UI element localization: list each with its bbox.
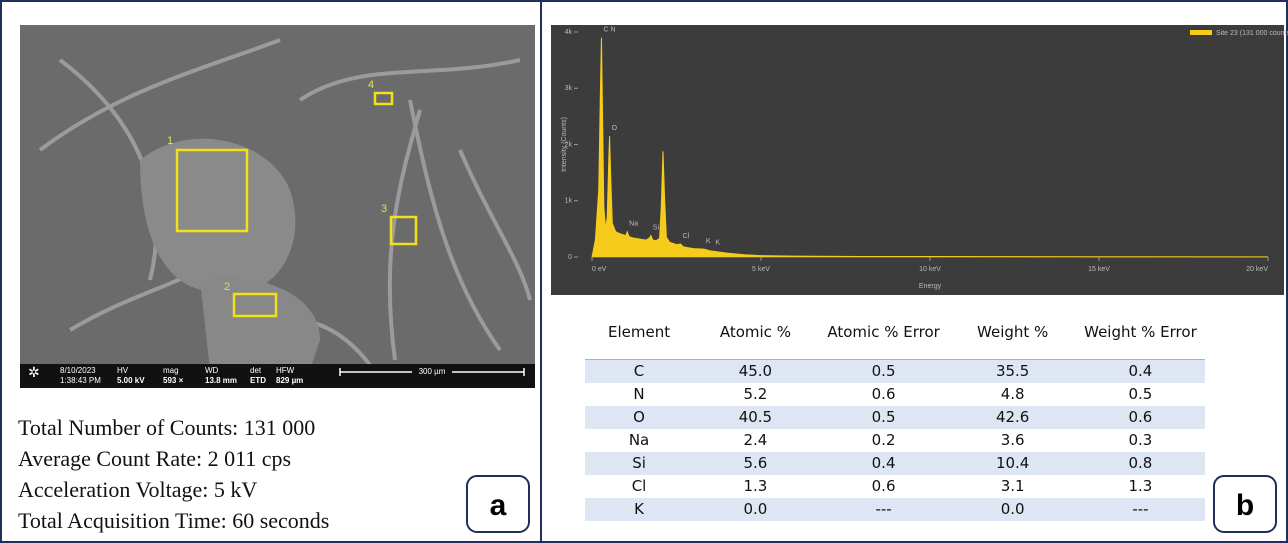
info: WD xyxy=(205,366,219,375)
table-cell: 0.6 xyxy=(818,383,950,406)
info: HV xyxy=(117,366,129,375)
scale-bar-label: 300 µm xyxy=(419,367,446,376)
peak-label: Cl xyxy=(683,233,690,240)
header-cell: Atomic % xyxy=(693,305,818,360)
peak-label: K xyxy=(706,238,711,245)
info: 8/10/2023 xyxy=(60,366,96,375)
table-cell: 40.5 xyxy=(693,406,818,429)
table-cell: 5.6 xyxy=(693,452,818,475)
table-cell: 3.1 xyxy=(949,475,1075,498)
y-tick-label: 4k xyxy=(565,29,573,36)
table-cell: 0.2 xyxy=(818,429,950,452)
table-cell: 2.4 xyxy=(693,429,818,452)
info: mag xyxy=(163,366,179,375)
table-cell: --- xyxy=(818,498,950,521)
table-cell: 0.8 xyxy=(1076,452,1205,475)
table-cell: Si xyxy=(585,452,693,475)
table-cell: 0.5 xyxy=(1076,383,1205,406)
x-tick-label: 20 keV xyxy=(1246,266,1268,273)
info-line: Acceleration Voltage: 5 kV xyxy=(18,477,257,502)
table-cell: 3.6 xyxy=(949,429,1075,452)
x-tick-label: 10 keV xyxy=(919,266,941,273)
legend-swatch xyxy=(1190,30,1212,35)
table-cell: 0.4 xyxy=(1076,360,1205,384)
header-cell: Weight % xyxy=(949,305,1075,360)
page: 1 2 3 4 ✲ 8/10/2023 1:38:43 PM HV 5.00 k… xyxy=(0,0,1288,543)
table-cell: 35.5 xyxy=(949,360,1075,384)
region-label: 4 xyxy=(368,79,374,91)
info: ETD xyxy=(250,376,266,385)
info-line: Average Count Rate: 2 011 cps xyxy=(18,446,291,471)
table-cell: 1.3 xyxy=(1076,475,1205,498)
table-cell: C xyxy=(585,360,693,384)
table-cell: 0.6 xyxy=(818,475,950,498)
info: 593 × xyxy=(163,376,184,385)
region-label: 1 xyxy=(167,135,173,147)
table-cell: 0.0 xyxy=(949,498,1075,521)
y-tick-label: 3k xyxy=(565,85,573,92)
peak-label: Si xyxy=(653,224,660,231)
x-tick-label: 15 keV xyxy=(1088,266,1110,273)
table-cell: 0.5 xyxy=(818,360,950,384)
peak-label: C N xyxy=(603,26,615,33)
header-cell: Atomic % Error xyxy=(818,305,950,360)
panel-label: a xyxy=(490,489,507,522)
info: 5.00 kV xyxy=(117,376,145,385)
table-cell: 0.4 xyxy=(818,452,950,475)
x-tick-label: 5 keV xyxy=(752,266,770,273)
table-cell: 0.0 xyxy=(693,498,818,521)
legend-label: Site 23 (131 000 counts) xyxy=(1216,30,1288,37)
table-cell: 1.3 xyxy=(693,475,818,498)
table-cell: 45.0 xyxy=(693,360,818,384)
peak-label: K xyxy=(715,240,720,247)
info: 13.8 mm xyxy=(205,376,237,385)
region-label: 3 xyxy=(381,203,387,215)
peak-label: Na xyxy=(629,221,638,228)
y-tick-label: 1k xyxy=(565,198,573,205)
table-cell: O xyxy=(585,406,693,429)
info: 1:38:43 PM xyxy=(60,376,101,385)
table-cell: 0.6 xyxy=(1076,406,1205,429)
info: HFW xyxy=(276,366,295,375)
table-cell: Na xyxy=(585,429,693,452)
peak-label: O xyxy=(612,125,618,132)
info-line: Total Number of Counts: 131 000 xyxy=(18,415,315,440)
table-cell: N xyxy=(585,383,693,406)
table-cell: 10.4 xyxy=(949,452,1075,475)
table-cell: 4.8 xyxy=(949,383,1075,406)
panel-label: b xyxy=(1236,489,1254,522)
logo: ✲ xyxy=(28,364,40,380)
table-cell: --- xyxy=(1076,498,1205,521)
table-cell: Cl xyxy=(585,475,693,498)
header-cell: Weight % Error xyxy=(1076,305,1205,360)
table-cell: K xyxy=(585,498,693,521)
x-axis-label: Energy xyxy=(919,283,942,290)
info-line: Total Acquisition Time: 60 seconds xyxy=(18,508,329,533)
y-tick-label: 0 xyxy=(568,254,572,261)
table-cell: 42.6 xyxy=(949,406,1075,429)
x-tick-label: 0 eV xyxy=(592,266,607,273)
info: det xyxy=(250,366,262,375)
y-axis-label: Intensity (Counts) xyxy=(561,117,568,172)
region-label: 2 xyxy=(224,281,230,293)
table-cell: 0.5 xyxy=(818,406,950,429)
table-cell: 0.3 xyxy=(1076,429,1205,452)
header-cell: Element xyxy=(585,305,693,360)
info: 829 µm xyxy=(276,376,303,385)
table-cell: 5.2 xyxy=(693,383,818,406)
